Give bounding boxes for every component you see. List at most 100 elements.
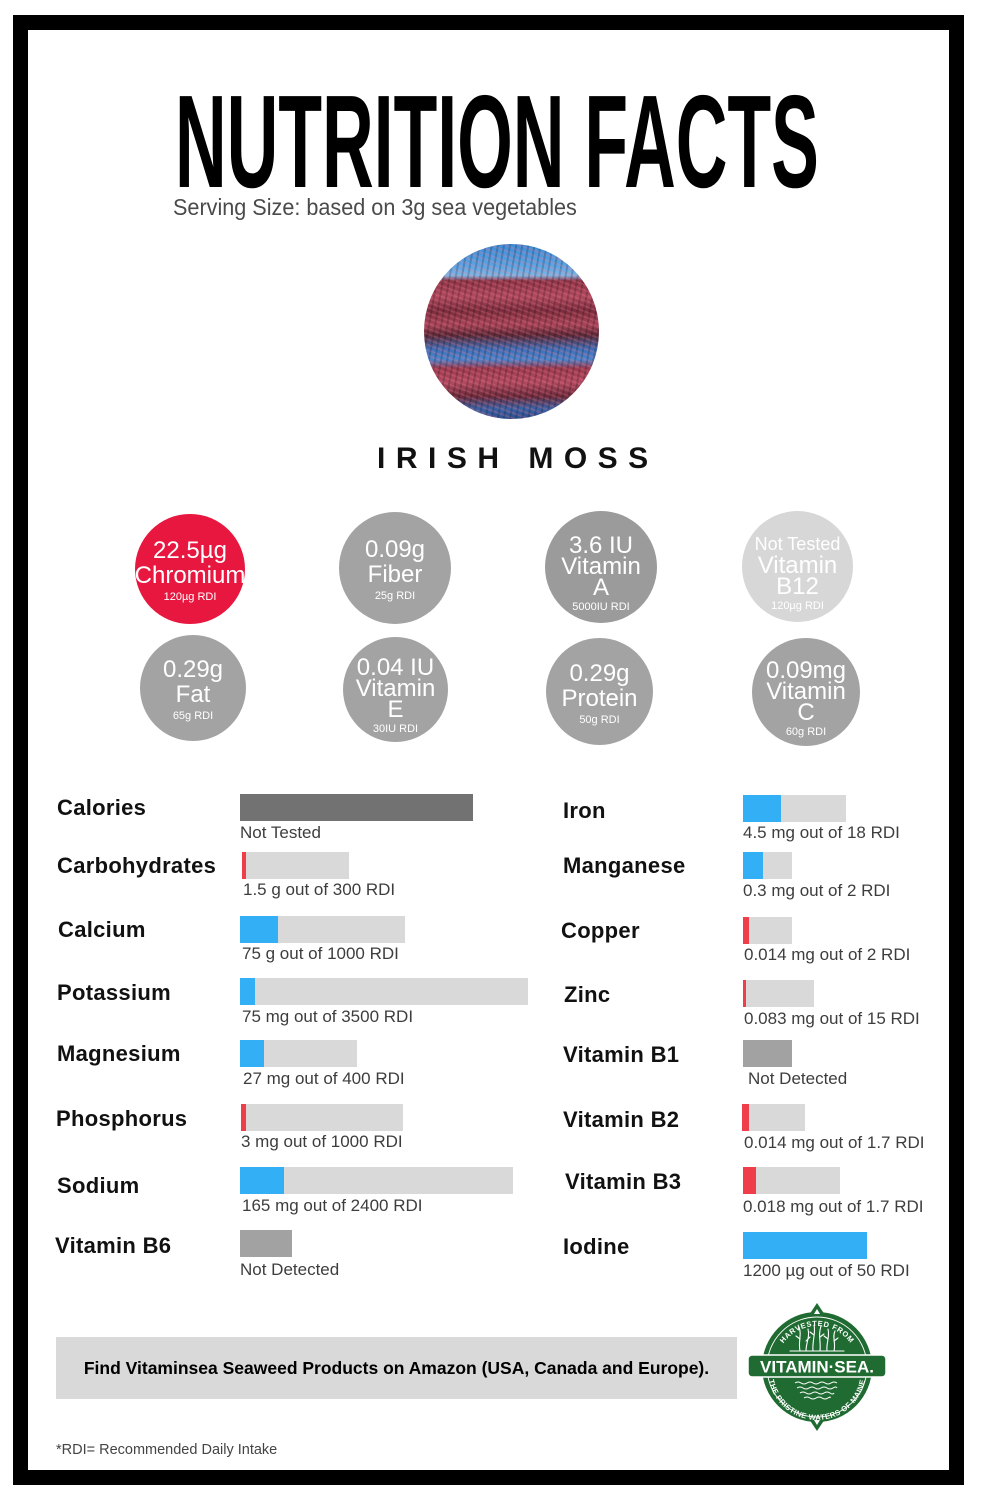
nutrient-caption-vitamin-b1: Not Detected — [748, 1069, 848, 1088]
nutrient-bar-potassium — [240, 978, 528, 1005]
nutrient-bar-vitamin-b1 — [743, 1040, 792, 1067]
nutrient-caption-iodine: 1200 µg out of 50 RDI — [743, 1261, 910, 1280]
nutrient-bar-vitamin-b2 — [742, 1104, 805, 1131]
circle-nutrient-suffix: B12 — [776, 573, 819, 600]
circle-protein: 0.29g Protein 50g RDI — [546, 638, 653, 745]
nutrient-label-iodine: Iodine — [563, 1234, 630, 1259]
circle-rdi: 120µg RDI — [771, 600, 824, 612]
bar-fill — [743, 852, 763, 879]
circle-nutrient-name: Fiber — [367, 561, 423, 588]
circle-text: Not Tested Vitamin B12 120µg RDI — [755, 534, 841, 613]
product-name: IRISH MOSS — [377, 442, 659, 475]
nutrient-bar-iron — [743, 795, 846, 822]
bar-fill — [240, 916, 278, 943]
circle-rdi: 120µg RDI — [163, 591, 217, 603]
nutrient-caption-sodium: 165 mg out of 2400 RDI — [242, 1196, 423, 1215]
irish-moss-photo-icon — [424, 244, 599, 419]
page-title: NUTRITION FACTS — [175, 68, 819, 215]
circle-vitamin-e: 0.04 IU Vitamin E 30IU RDI — [343, 637, 448, 742]
circle-nutrient-name: Chromium — [134, 562, 246, 589]
circle-value: 0.04 IU — [356, 654, 435, 681]
nutrient-caption-calcium: 75 g out of 1000 RDI — [242, 944, 399, 963]
nutrient-label-magnesium: Magnesium — [57, 1041, 181, 1066]
circle-nutrient-name: Vitamin — [766, 677, 846, 705]
circle-nutrient-suffix: C — [797, 698, 815, 726]
bar-fill — [743, 1040, 792, 1067]
serving-size: Serving Size: based on 3g sea vegetables — [173, 194, 577, 220]
bar-fill — [241, 1104, 247, 1131]
nutrient-caption-phosphorus: 3 mg out of 1000 RDI — [241, 1132, 403, 1151]
circle-rdi: 60g RDI — [785, 725, 827, 738]
circle-nutrient-name: Protein — [561, 684, 638, 712]
circle-value: 3.6 IU — [568, 531, 634, 559]
circle-nutrient-name: Vitamin — [757, 552, 838, 579]
bar-fill — [743, 1167, 756, 1194]
nutrient-bar-magnesium — [240, 1040, 357, 1067]
nutrient-label-vitamin-b2: Vitamin B2 — [563, 1107, 680, 1132]
nutrient-caption-potassium: 75 mg out of 3500 RDI — [242, 1007, 414, 1026]
circle-rdi: 30IU RDI — [372, 723, 419, 735]
nutrient-bar-calories — [240, 794, 473, 821]
circle-value: Not Tested — [754, 534, 841, 554]
circle-text: 0.09mg Vitamin C 60g RDI — [765, 656, 847, 739]
nutrient-label-calcium: Calcium — [58, 917, 146, 942]
bar-fill — [242, 852, 246, 879]
circle-fat: 0.29g Fat 65g RDI — [140, 635, 246, 741]
nutrient-bar-phosphorus — [241, 1104, 403, 1131]
nutrient-label-potassium: Potassium — [57, 980, 171, 1005]
nutrient-caption-zinc: 0.083 mg out of 15 RDI — [744, 1009, 920, 1028]
bar-fill — [743, 980, 746, 1007]
nutrient-caption-copper: 0.014 mg out of 2 RDI — [744, 945, 911, 964]
nutrient-caption-magnesium: 27 mg out of 400 RDI — [243, 1069, 405, 1088]
circle-rdi: 50g RDI — [579, 713, 620, 726]
nutrient-bar-calcium — [240, 916, 405, 943]
nutrient-bar-carbohydrates — [242, 852, 349, 879]
nutrient-caption-vitamin-b6: Not Detected — [240, 1260, 340, 1279]
nutrient-label-iron: Iron — [563, 798, 606, 823]
circle-text: 0.29g Fat 65g RDI — [163, 657, 223, 723]
circle-nutrient-name: Vitamin — [561, 552, 641, 580]
nutrient-bar-copper — [743, 917, 792, 944]
nutrient-bar-iodine — [743, 1232, 867, 1259]
amazon-banner-text: Find Vitaminsea Seaweed Products on Amaz… — [83, 1357, 710, 1378]
nutrient-label-calories: Calories — [57, 795, 147, 820]
circle-nutrient-suffix: A — [592, 573, 609, 601]
circle-fiber: 0.09g Fiber 25g RDI — [339, 512, 451, 624]
nutrient-label-phosphorus: Phosphorus — [56, 1106, 188, 1131]
bar-fill — [743, 1232, 867, 1259]
nutrient-bar-vitamin-b6 — [240, 1230, 292, 1257]
nutrient-label-vitamin-b1: Vitamin B1 — [563, 1042, 680, 1067]
bar-fill — [743, 795, 781, 822]
bar-fill — [742, 1104, 749, 1131]
bar-fill — [240, 794, 473, 821]
circle-value: 0.09g — [364, 536, 426, 563]
nutrient-bar-sodium — [240, 1167, 513, 1194]
circle-text: 0.09g Fiber 25g RDI — [365, 537, 425, 603]
circle-text: 22.5µg Chromium 120µg RDI — [135, 538, 246, 604]
circle-chromium: 22.5µg Chromium 120µg RDI — [135, 514, 245, 624]
nutrient-label-carbohydrates: Carbohydrates — [57, 853, 217, 878]
nutrient-label-copper: Copper — [561, 918, 640, 943]
nutrient-bar-zinc — [743, 980, 814, 1007]
rdi-footnote: *RDI= Recommended Daily Intake — [56, 1442, 278, 1458]
circle-text: 0.29g Protein 50g RDI — [561, 661, 637, 727]
circle-vitamin-c: 0.09mg Vitamin C 60g RDI — [752, 638, 860, 746]
circle-rdi: 25g RDI — [374, 590, 416, 602]
nutrient-label-zinc: Zinc — [564, 982, 611, 1007]
logo-brand-text: VITAMIN·SEA. — [760, 1358, 874, 1377]
circle-value: 22.5µg — [153, 537, 227, 564]
nutrient-bar-manganese — [743, 852, 792, 879]
nutrient-caption-carbohydrates: 1.5 g out of 300 RDI — [243, 880, 396, 899]
bar-fill — [240, 1040, 264, 1067]
amazon-banner: Find Vitaminsea Seaweed Products on Amaz… — [56, 1337, 737, 1399]
circle-rdi: 5000IU RDI — [572, 600, 630, 613]
nutrient-label-sodium: Sodium — [57, 1173, 140, 1198]
circle-text: 0.04 IU Vitamin E 30IU RDI — [356, 654, 436, 736]
bar-fill — [240, 1167, 284, 1194]
nutrient-caption-iron: 4.5 mg out of 18 RDI — [743, 823, 900, 842]
circle-vitamin-a: 3.6 IU Vitamin A 5000IU RDI — [545, 511, 657, 623]
nutrient-caption-vitamin-b2: 0.014 mg out of 1.7 RDI — [744, 1133, 925, 1152]
circle-value: 0.09mg — [765, 656, 847, 684]
circle-value: 0.29g — [569, 659, 630, 687]
bar-fill — [240, 978, 255, 1005]
